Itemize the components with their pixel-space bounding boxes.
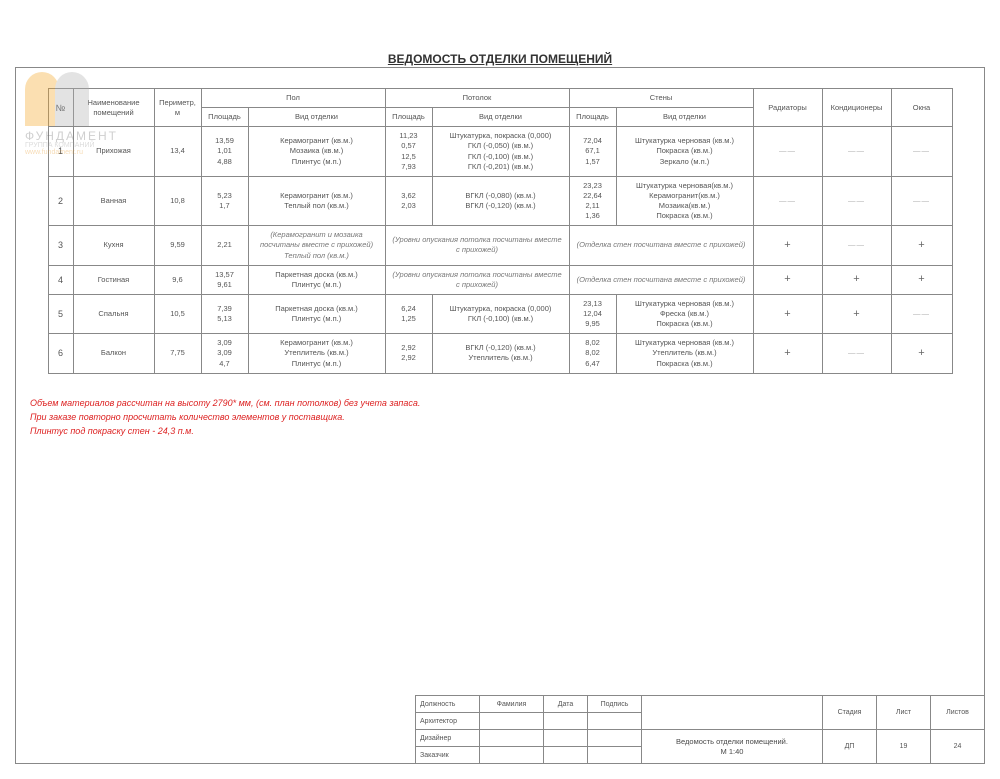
stamp-stage-v: ДП (823, 729, 877, 763)
stamp-col-sign: Подпись (588, 696, 642, 713)
logo-watermark: ФУНДАМЕНТ ГРУППА КОМПАНИЙ www.fundament.… (25, 72, 118, 156)
stamp-sheets-v: 24 (931, 729, 985, 763)
stamp-right: Стадия Лист Листов ДП 19 24 (823, 696, 985, 764)
title-block: Должность Фамилия Дата Подпись Архитекто… (415, 695, 985, 764)
stamp-col-post: Должность (416, 696, 480, 713)
logo-sub2: www.fundament.ru (25, 149, 118, 156)
stamp-drawing-title: Ведомость отделки помещений. М 1:40 (676, 737, 788, 757)
stamp-mid: Ведомость отделки помещений. М 1:40 (642, 696, 823, 764)
stamp-stage-h: Стадия (823, 696, 877, 729)
role-designer: Дизайнер (416, 730, 480, 747)
stamp-sheets-h: Листов (931, 696, 985, 729)
logo-sub1: ГРУППА КОМПАНИЙ (25, 142, 118, 149)
stamp-col-name: Фамилия (480, 696, 544, 713)
role-customer: Заказчик (416, 747, 480, 764)
stamp-sheet-v: 19 (877, 729, 931, 763)
page-title: ВЕДОМОСТЬ ОТДЕЛКИ ПОМЕЩЕНИЙ (0, 52, 1000, 66)
signatures-table: Должность Фамилия Дата Подпись Архитекто… (416, 696, 642, 764)
stamp-sheet-h: Лист (877, 696, 931, 729)
page-frame (15, 67, 985, 764)
logo-brand: ФУНДАМЕНТ (25, 130, 118, 142)
stamp-col-date: Дата (544, 696, 588, 713)
